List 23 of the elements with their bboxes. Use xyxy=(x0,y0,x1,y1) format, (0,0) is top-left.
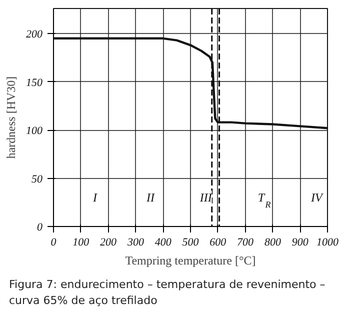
x-tick-label: 800 xyxy=(264,236,282,248)
y-tick-label: 50 xyxy=(32,173,43,186)
y-tick-label: 200 xyxy=(26,28,43,41)
x-tick-label: 400 xyxy=(154,236,172,248)
annotation: IV xyxy=(310,190,324,204)
x-axis-title: Tempring temperature [°C] xyxy=(125,254,256,268)
x-tick-label: 900 xyxy=(292,236,309,248)
x-tick-label: 700 xyxy=(237,236,254,248)
x-tick-label: 500 xyxy=(182,236,200,248)
annotation: I xyxy=(92,190,98,204)
x-tick-label: 1000 xyxy=(316,236,339,248)
y-tick-label: 150 xyxy=(26,76,43,89)
y-axis-title: hardness [HV30] xyxy=(4,76,18,159)
y-tick-label: 0 xyxy=(37,222,43,234)
x-tick-label: 300 xyxy=(126,236,144,248)
annotation: II xyxy=(145,190,156,204)
x-tick-label: 0 xyxy=(50,236,57,248)
y-tick-label: 100 xyxy=(26,125,43,138)
x-tick-label: 200 xyxy=(100,236,118,248)
x-tick-label: 100 xyxy=(72,236,90,248)
annotation: III xyxy=(198,190,213,204)
text: Figura 7: endurecimento – temperatura de revenimento – curva 65% de aço trefilado xyxy=(9,277,326,308)
x-tick-label: 600 xyxy=(210,236,227,248)
